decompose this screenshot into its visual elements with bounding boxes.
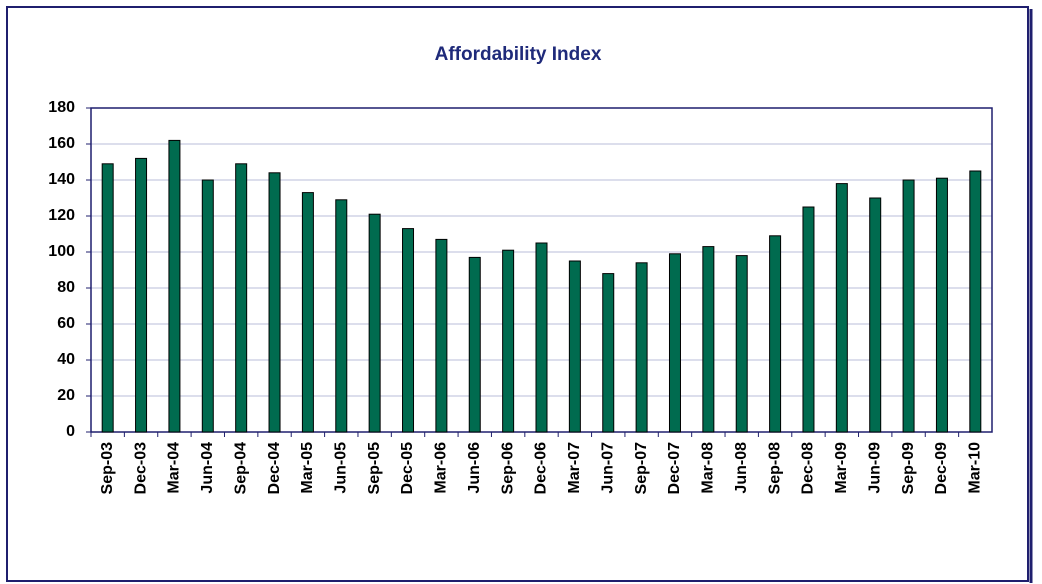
bar — [168, 139, 181, 433]
bar — [101, 163, 114, 433]
y-tick-label: 160 — [48, 135, 75, 152]
x-tick-label: Mar-09 — [833, 442, 850, 494]
bar — [235, 163, 248, 433]
x-tick-label: Dec-09 — [933, 442, 950, 495]
x-tick-label: Mar-08 — [700, 442, 717, 494]
bar — [568, 260, 581, 433]
bar — [969, 170, 982, 433]
x-tick-label: Jun-07 — [599, 442, 616, 494]
y-tick-label: 100 — [48, 243, 75, 260]
x-tick-label: Mar-04 — [166, 442, 183, 494]
x-tick-label: Dec-05 — [399, 442, 416, 495]
x-tick-label: Sep-05 — [366, 442, 383, 495]
x-tick-label: Jun-05 — [332, 442, 349, 494]
bar — [769, 235, 782, 433]
x-tick-label: Mar-10 — [967, 442, 984, 494]
bar — [368, 213, 381, 433]
x-tick-label: Sep-06 — [499, 442, 516, 495]
y-tick-label: 40 — [57, 351, 75, 368]
bar — [602, 273, 615, 433]
bar — [435, 238, 448, 433]
bar — [201, 179, 214, 433]
chart-title: Affordability Index — [435, 44, 602, 65]
bar — [135, 157, 148, 433]
x-tick-label: Jun-08 — [733, 442, 750, 494]
bar — [535, 242, 548, 433]
bar — [402, 228, 415, 433]
x-tick-label: Mar-05 — [299, 442, 316, 494]
bar — [668, 253, 681, 433]
bar — [335, 199, 348, 433]
x-tick-label: Jun-09 — [866, 442, 883, 494]
y-tick-label: 140 — [48, 171, 75, 188]
bar — [902, 179, 915, 433]
x-tick-label: Mar-07 — [566, 442, 583, 494]
bar — [835, 183, 848, 433]
x-tick-label: Dec-08 — [800, 442, 817, 495]
bar — [702, 246, 715, 433]
y-tick-label: 0 — [66, 423, 75, 440]
x-tick-label: Dec-04 — [266, 442, 283, 495]
bar — [935, 177, 948, 433]
x-tick-label: Sep-09 — [900, 442, 917, 495]
bar — [502, 249, 515, 433]
bar — [635, 262, 648, 433]
bar — [468, 256, 481, 433]
bar — [301, 192, 314, 433]
x-tick-label: Dec-06 — [533, 442, 550, 495]
y-tick-label: 60 — [57, 315, 75, 332]
x-tick-label: Sep-07 — [633, 442, 650, 495]
x-tick-label: Sep-04 — [232, 442, 249, 495]
y-tick-label: 80 — [57, 279, 75, 296]
y-tick-label: 20 — [57, 387, 75, 404]
x-tick-label: Jun-06 — [466, 442, 483, 494]
x-tick-label: Jun-04 — [199, 442, 216, 494]
bar — [268, 172, 281, 433]
x-tick-label: Dec-03 — [132, 442, 149, 495]
bar — [735, 255, 748, 433]
bar — [802, 206, 815, 433]
x-tick-label: Mar-06 — [433, 442, 450, 494]
x-tick-label: Dec-07 — [666, 442, 683, 495]
y-tick-label: 180 — [48, 99, 75, 116]
x-tick-label: Sep-08 — [766, 442, 783, 495]
bar — [869, 197, 882, 433]
x-tick-label: Sep-03 — [99, 442, 116, 495]
y-tick-label: 120 — [48, 207, 75, 224]
